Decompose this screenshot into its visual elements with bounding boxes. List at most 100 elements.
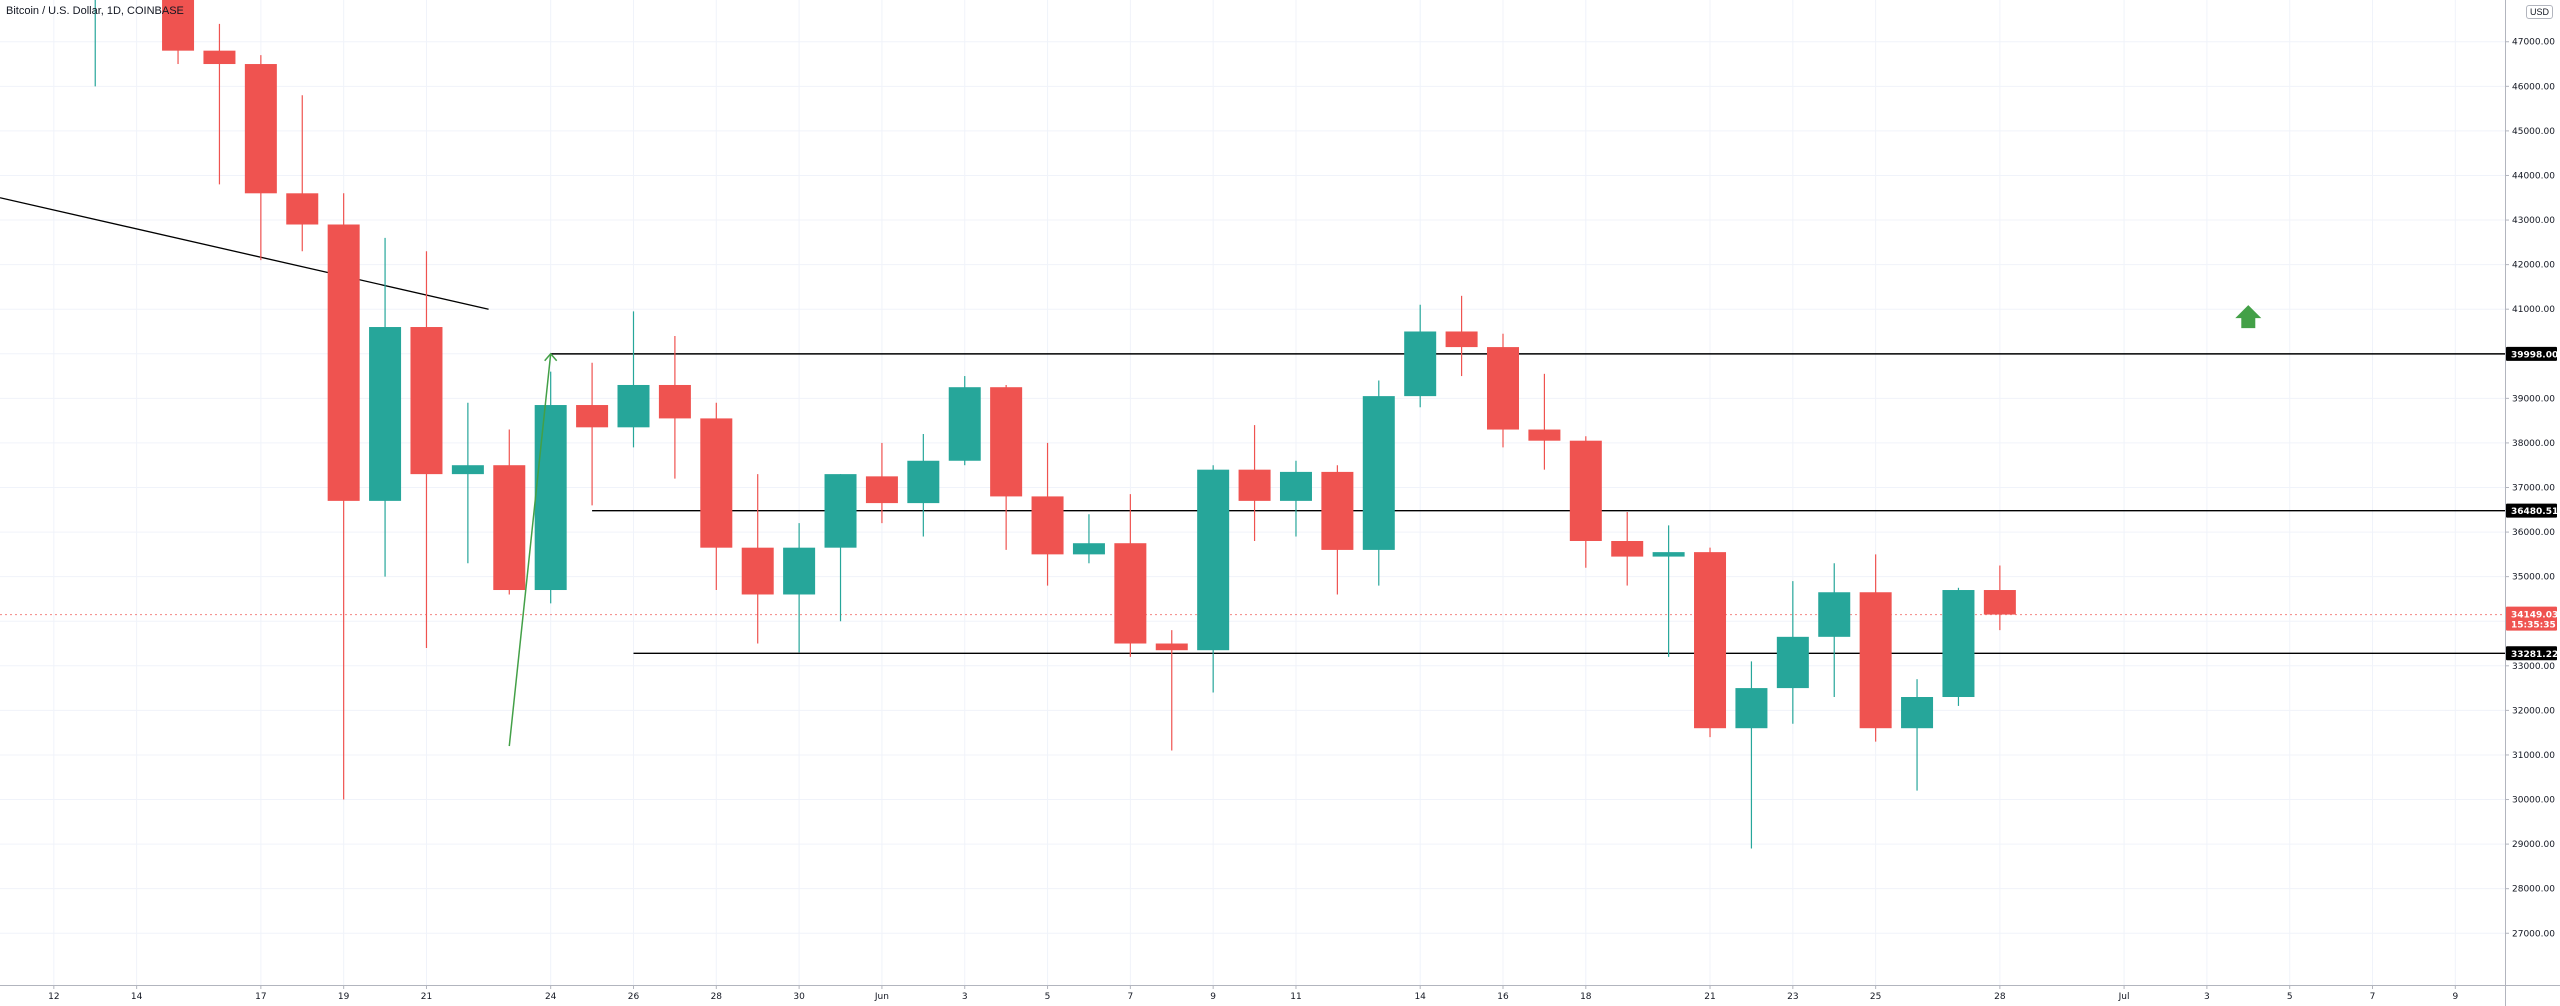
price-tick-label: 47000.00: [2512, 38, 2555, 48]
candle-body: [534, 405, 567, 591]
candle-body: [990, 387, 1023, 497]
level-price-label-bg: [2506, 646, 2557, 661]
time-tick-label: 18: [1580, 992, 1592, 1002]
time-tick-label: 9: [2452, 992, 2458, 1002]
zigzag-line: [508, 353, 552, 747]
candle-body: [1155, 643, 1188, 651]
candle-body: [244, 64, 277, 194]
price-tick-label: 33000.00: [2512, 662, 2555, 672]
time-tick-label: 17: [255, 992, 266, 1002]
level-price-label-bg: [2506, 346, 2557, 361]
price-tick-label: 39000.00: [2512, 394, 2555, 404]
up-arrow-icon: [2235, 305, 2262, 329]
price-tick-label: 44000.00: [2512, 171, 2555, 181]
candle-body: [1321, 471, 1354, 550]
level-price-label: 36480.51: [2511, 507, 2558, 517]
time-tick-label: 5: [1045, 992, 1051, 1002]
current-price-label: 34149.03: [2511, 611, 2558, 621]
time-tick-label: 16: [1497, 992, 1509, 1002]
candle-body: [865, 476, 898, 504]
candle-body: [1404, 331, 1437, 397]
time-tick-label: 3: [962, 992, 968, 1002]
candle-body: [824, 474, 857, 548]
time-tick-label: 7: [2370, 992, 2376, 1002]
price-tick-label: 46000.00: [2512, 82, 2555, 92]
candle-body: [1072, 543, 1105, 555]
time-tick-label: 14: [131, 992, 143, 1002]
time-tick-label: 25: [1870, 992, 1881, 1002]
price-tick-label: 27000.00: [2512, 929, 2555, 939]
level-price-label: 33281.22: [2511, 650, 2558, 660]
countdown-label: 15:35:35: [2511, 621, 2556, 631]
candle-body: [1901, 697, 1934, 729]
candle-body: [369, 327, 402, 501]
candle-body: [1362, 396, 1395, 550]
trend-line: [0, 197, 489, 310]
candle-body: [203, 50, 236, 65]
candle-body: [327, 224, 360, 501]
candle-body: [783, 547, 816, 595]
price-tick-label: 42000.00: [2512, 261, 2555, 271]
time-tick-label: 30: [793, 992, 805, 1002]
time-tick-label: 21: [1704, 992, 1715, 1002]
candle-body: [1114, 543, 1147, 644]
price-tick-label: 43000.00: [2512, 216, 2555, 226]
candle-body: [1983, 590, 2016, 615]
candle-body: [1445, 331, 1478, 348]
candle-body: [1528, 429, 1561, 441]
candle-body: [1859, 592, 1892, 729]
candle-body: [1279, 471, 1312, 501]
time-tick-label: 7: [1127, 992, 1133, 1002]
candle-body: [1611, 540, 1644, 557]
price-tick-label: 31000.00: [2512, 751, 2555, 761]
time-tick-label: 28: [1994, 992, 2006, 1002]
candle-body: [617, 384, 650, 428]
time-tick-label: Jul: [2118, 992, 2130, 1002]
time-tick-label: 3: [2204, 992, 2210, 1002]
candle-body: [658, 384, 691, 419]
candle-body: [1238, 469, 1271, 501]
candle-body: [1735, 688, 1768, 729]
candle-body: [907, 460, 940, 504]
price-tick-label: 36000.00: [2512, 528, 2555, 538]
price-tick-label: 29000.00: [2512, 840, 2555, 850]
candle-body: [162, 0, 195, 51]
candle-body: [1694, 552, 1727, 729]
price-tick-label: 28000.00: [2512, 885, 2555, 895]
candle-body: [700, 418, 733, 548]
candle-body: [1942, 590, 1975, 698]
candle-body: [410, 327, 443, 475]
time-tick-label: 14: [1414, 992, 1426, 1002]
candle-body: [1569, 440, 1602, 541]
current-price-label-bg: [2506, 606, 2557, 631]
price-tick-label: 35000.00: [2512, 573, 2555, 583]
currency-badge[interactable]: USD: [2525, 5, 2553, 19]
candle-body: [1197, 469, 1230, 651]
time-tick-label: 24: [545, 992, 557, 1002]
level-price-label-bg: [2506, 503, 2557, 518]
price-tick-label: 32000.00: [2512, 706, 2555, 716]
time-tick-label: 5: [2287, 992, 2293, 1002]
symbol-title[interactable]: Bitcoin / U.S. Dollar, 1D, COINBASE: [6, 5, 184, 17]
level-price-label: 39998.00: [2511, 350, 2558, 360]
candle-body: [576, 405, 609, 428]
candle-body: [493, 465, 526, 591]
time-tick-label: Jun: [874, 992, 889, 1002]
time-tick-label: 23: [1787, 992, 1798, 1002]
price-tick-label: 30000.00: [2512, 796, 2555, 806]
candle-body: [1652, 552, 1685, 557]
price-tick-label: 41000.00: [2512, 305, 2555, 315]
time-tick-label: 26: [628, 992, 640, 1002]
candle-body: [451, 465, 484, 475]
time-tick-label: 11: [1290, 992, 1301, 1002]
price-tick-label: 38000.00: [2512, 439, 2555, 449]
time-tick-label: 21: [421, 992, 432, 1002]
price-tick-label: 45000.00: [2512, 127, 2555, 137]
candle-body: [286, 193, 319, 225]
candle-body: [1818, 592, 1851, 637]
candle-body: [1031, 496, 1064, 555]
candle-body: [948, 387, 981, 461]
candle-body: [741, 547, 774, 595]
